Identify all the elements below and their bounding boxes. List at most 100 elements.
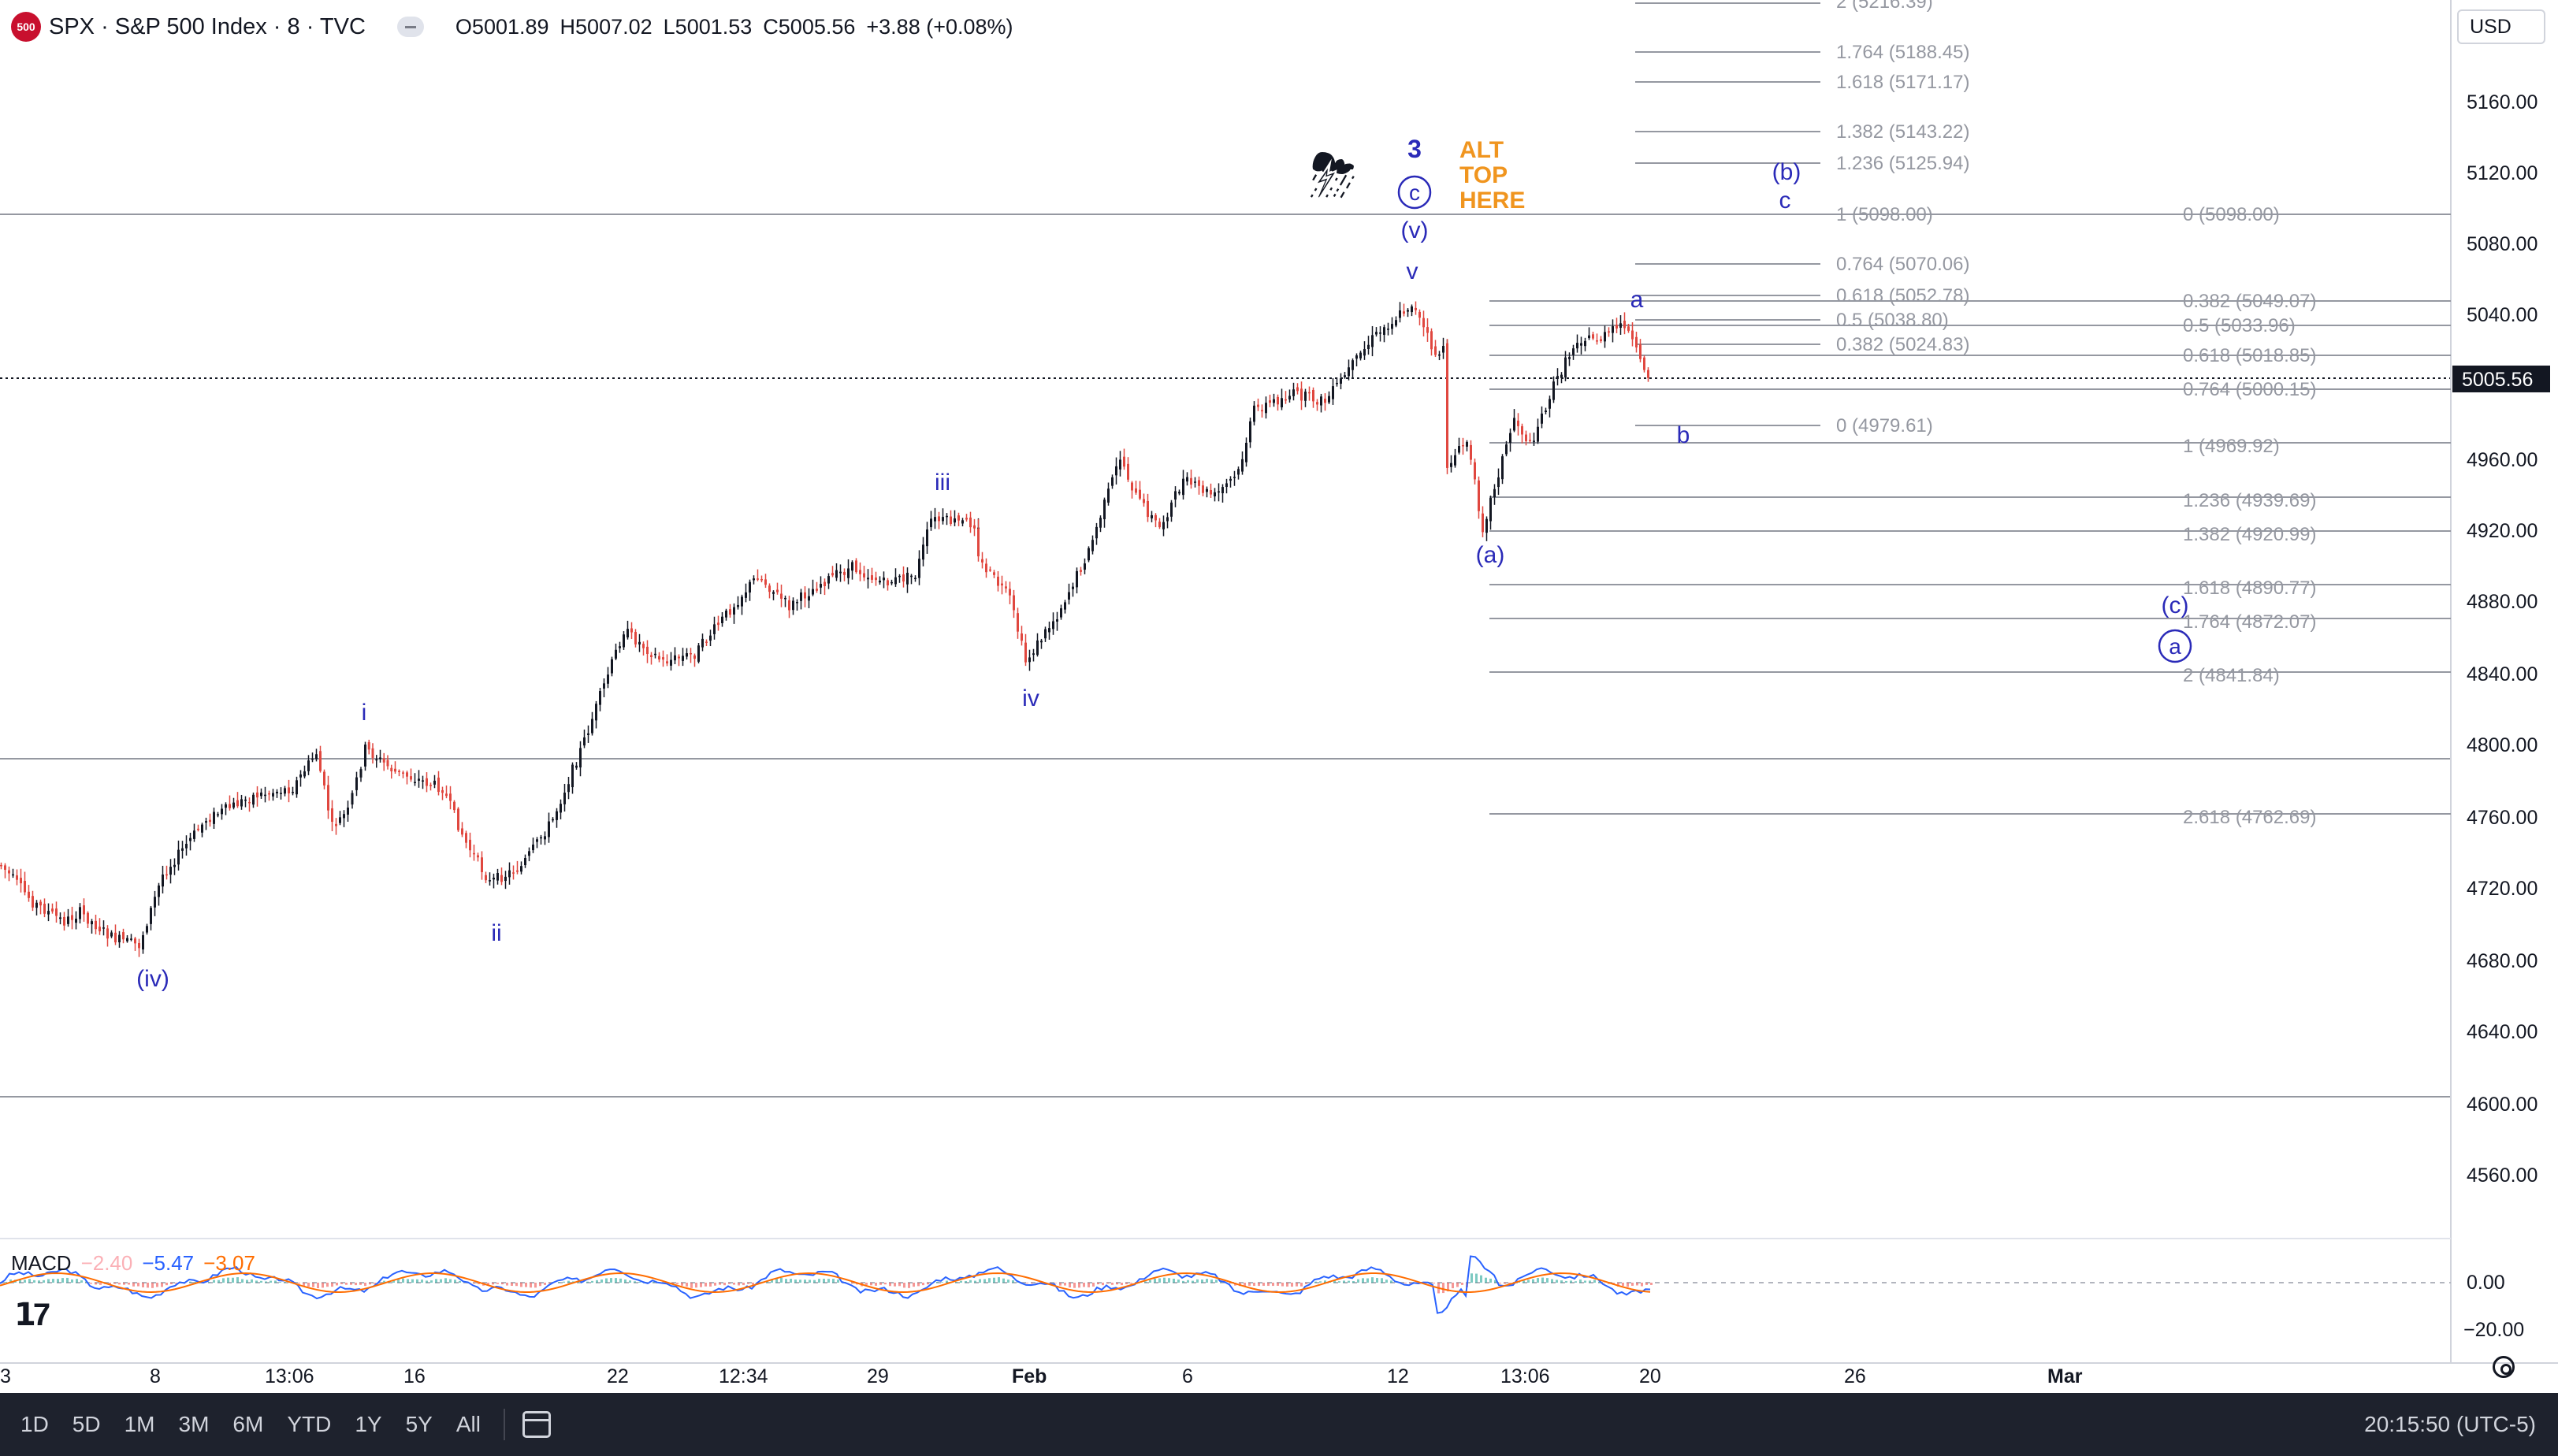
- macd-histogram-bar: [449, 1279, 452, 1283]
- macd-histogram-bar: [312, 1283, 314, 1287]
- candle-body: [205, 821, 207, 823]
- time-axis-label: 16: [403, 1365, 426, 1387]
- candle-body: [607, 674, 609, 684]
- high-value: 5007.02: [575, 14, 653, 39]
- calendar-icon[interactable]: [522, 1411, 551, 1438]
- candle-body: [1186, 477, 1188, 482]
- range-5y[interactable]: 5Y: [405, 1412, 433, 1436]
- alt-top-label: HERE: [1459, 188, 1525, 214]
- candle-body: [1288, 396, 1291, 399]
- candle-body: [552, 819, 554, 821]
- price-chart[interactable]: 2 (5216.39) 1.764 (5188.45) 1.618 (5171.17…: [0, 0, 2558, 1393]
- tradingview-logo-icon[interactable]: 𝟭7: [14, 1298, 50, 1332]
- range-ytd[interactable]: YTD: [287, 1412, 332, 1436]
- candle-body: [831, 573, 834, 576]
- candle-body: [1210, 489, 1212, 495]
- candle-body: [1430, 331, 1433, 350]
- macd-histogram-bar: [24, 1280, 26, 1283]
- macd-histogram-bar: [331, 1283, 333, 1287]
- macd-histogram-bar: [719, 1283, 721, 1285]
- ohlc-values: O5001.89 H5007.02 L5001.53 C5005.56 +3.8…: [455, 15, 1013, 39]
- macd-histogram-bar: [1627, 1283, 1629, 1287]
- settings-gear-icon[interactable]: [2493, 1356, 2515, 1378]
- macd-histogram-bar: [1291, 1283, 1293, 1287]
- macd-histogram-bar: [61, 1278, 64, 1283]
- candle-body: [1352, 360, 1354, 370]
- candle-body: [918, 559, 920, 578]
- macd-histogram-bar: [232, 1277, 234, 1283]
- candle-body: [1643, 357, 1645, 370]
- candle-body: [496, 873, 499, 881]
- chart-axes: 5160.00 5120.00 5080.00 5040.00 4960.00 4920.…: [0, 91, 2550, 1387]
- candle-body: [1505, 444, 1508, 455]
- open-key: O: [455, 14, 472, 39]
- candle-body: [0, 864, 2, 867]
- macd-histogram-bar: [336, 1283, 338, 1286]
- clock[interactable]: 20:15:50 (UTC-5): [2364, 1412, 2536, 1436]
- candle-body: [512, 872, 515, 874]
- macd-histogram-bar: [1244, 1283, 1246, 1287]
- candle-body: [1470, 444, 1472, 460]
- macd-histogram-bar: [1348, 1280, 1350, 1283]
- macd-histogram-bar: [681, 1283, 683, 1286]
- candle-body: [1009, 589, 1011, 596]
- range-5d[interactable]: 5D: [72, 1412, 101, 1436]
- candle-body: [922, 544, 924, 560]
- macd-histogram-bar: [879, 1283, 882, 1285]
- symbol-title[interactable]: SPX · S&P 500 Index · 8 · TVC: [49, 13, 366, 39]
- macd-histogram-bar: [1565, 1280, 1567, 1283]
- candle-body: [1474, 462, 1476, 480]
- candle-body: [1091, 540, 1094, 552]
- macd-histogram-bar: [1362, 1278, 1364, 1283]
- range-1y[interactable]: 1Y: [355, 1412, 382, 1436]
- range-3m[interactable]: 3M: [178, 1412, 210, 1436]
- candle-body: [890, 581, 893, 584]
- last-price-value: 5005.56: [2462, 369, 2533, 391]
- candle-body: [177, 849, 180, 865]
- range-6m[interactable]: 6M: [232, 1412, 264, 1436]
- fib-label-right: 1.382 (4920.99): [2183, 524, 2316, 545]
- macd-histogram-bar: [894, 1283, 896, 1287]
- macd-histogram-bar: [1470, 1273, 1473, 1283]
- candle-body: [1584, 340, 1586, 347]
- macd-histogram-bar: [515, 1283, 518, 1287]
- macd-histogram-bar: [118, 1283, 121, 1285]
- candle-body: [1206, 488, 1208, 492]
- candle-body: [485, 875, 487, 881]
- candle-body: [587, 733, 589, 735]
- macd-histogram-bar: [345, 1283, 348, 1285]
- macd-histogram-bar: [827, 1279, 830, 1283]
- candle-body: [1229, 478, 1232, 481]
- candle-body: [1166, 517, 1169, 522]
- wave-label-b: b: [1677, 422, 1690, 448]
- price-axis-label: 5120.00: [2467, 162, 2538, 184]
- macd-histogram-bar: [1645, 1283, 1648, 1285]
- macd-histogram-bar: [936, 1281, 939, 1283]
- macd-histogram-bar: [676, 1283, 679, 1284]
- macd-histogram-bar: [771, 1279, 773, 1283]
- range-all[interactable]: All: [455, 1412, 481, 1436]
- candle-body: [1493, 488, 1496, 498]
- collapse-button[interactable]: [396, 17, 424, 37]
- macd-label[interactable]: MACD: [11, 1251, 72, 1275]
- range-1d[interactable]: 1D: [20, 1412, 49, 1436]
- range-1m[interactable]: 1M: [124, 1412, 155, 1436]
- macd-histogram-bar: [955, 1282, 957, 1283]
- macd-histogram-bar: [913, 1283, 915, 1287]
- macd-histogram-bar: [638, 1281, 641, 1283]
- candle-body: [122, 932, 125, 940]
- candle-body: [969, 517, 972, 528]
- candle-body: [524, 858, 526, 866]
- candle-body: [382, 758, 385, 763]
- wave-label-c-paren: (c): [2162, 592, 2189, 618]
- macd-histogram-bar: [1452, 1283, 1454, 1289]
- candle-body: [1044, 629, 1047, 639]
- macd-histogram-bar: [714, 1283, 716, 1286]
- currency-button[interactable]: USD: [2457, 9, 2545, 44]
- candle-body: [1541, 413, 1543, 424]
- candle-body: [469, 839, 471, 851]
- candle-body: [1517, 420, 1519, 426]
- macd-histogram-bar: [1121, 1283, 1123, 1286]
- macd-histogram-bar: [28, 1279, 31, 1283]
- candle-body: [217, 814, 219, 815]
